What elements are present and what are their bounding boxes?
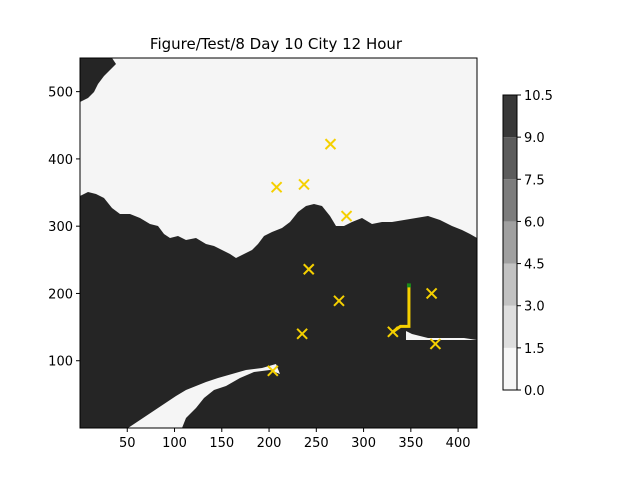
city-marker [333, 295, 345, 307]
plot-frame [79, 57, 478, 429]
colorbar-tick-label: 1.5 [524, 342, 545, 357]
city-markers [267, 138, 442, 377]
y-tick-label: 300 [48, 220, 73, 235]
plot-area [79, 57, 478, 429]
x-tick-label: 400 [446, 436, 471, 451]
y-tick-label: 500 [48, 86, 73, 101]
water-regions [80, 58, 477, 428]
colorbar: 0.0 1.5 3.0 4.5 6.0 7.5 9.0 10.5 [502, 89, 553, 399]
colorbar-frame [502, 94, 518, 391]
city-marker [296, 328, 308, 340]
colorbar-tick-label: 3.0 [524, 300, 545, 315]
city-marker [303, 263, 315, 275]
x-axis: 50 100 150 200 250 300 350 400 [119, 428, 471, 451]
colorbar-band [503, 95, 517, 138]
route-path [392, 283, 411, 334]
y-tick-label: 400 [48, 153, 73, 168]
city-marker [267, 365, 279, 377]
colorbar-tick-label: 4.5 [524, 258, 545, 273]
city-marker [270, 181, 283, 193]
colorbar-band [503, 305, 517, 348]
colorbar-tick-label: 0.0 [524, 384, 545, 399]
x-tick-label: 300 [351, 436, 376, 451]
y-axis: 100 200 300 400 500 [48, 86, 80, 370]
chart-title: Figure/Test/8 Day 10 City 12 Hour [150, 35, 403, 53]
city-marker [324, 138, 337, 150]
water-region-northwest [80, 58, 116, 102]
colorbar-band [503, 179, 517, 222]
x-tick-label: 150 [209, 436, 234, 451]
city-marker [298, 178, 310, 191]
route-start-marker [406, 283, 411, 288]
x-tick-label: 350 [398, 436, 423, 451]
colorbar-tick-label: 6.0 [524, 215, 545, 230]
x-tick-label: 100 [162, 436, 187, 451]
y-tick-label: 100 [48, 355, 73, 370]
water-region-main [80, 192, 477, 428]
colorbar-tick-label: 10.5 [524, 89, 553, 104]
x-tick-label: 250 [304, 436, 329, 451]
colorbar-band [503, 263, 517, 306]
city-marker [425, 287, 438, 300]
x-tick-label: 50 [119, 436, 136, 451]
colorbar-band [503, 137, 517, 180]
city-marker [429, 338, 442, 350]
colorbar-tick-label: 9.0 [524, 131, 545, 146]
colorbar-band [503, 221, 517, 264]
colorbar-tick-label: 7.5 [524, 173, 545, 188]
colorbar-band [503, 347, 517, 390]
x-tick-label: 200 [257, 436, 282, 451]
y-tick-label: 200 [48, 287, 73, 302]
route-line [392, 285, 411, 334]
city-marker [340, 210, 353, 222]
